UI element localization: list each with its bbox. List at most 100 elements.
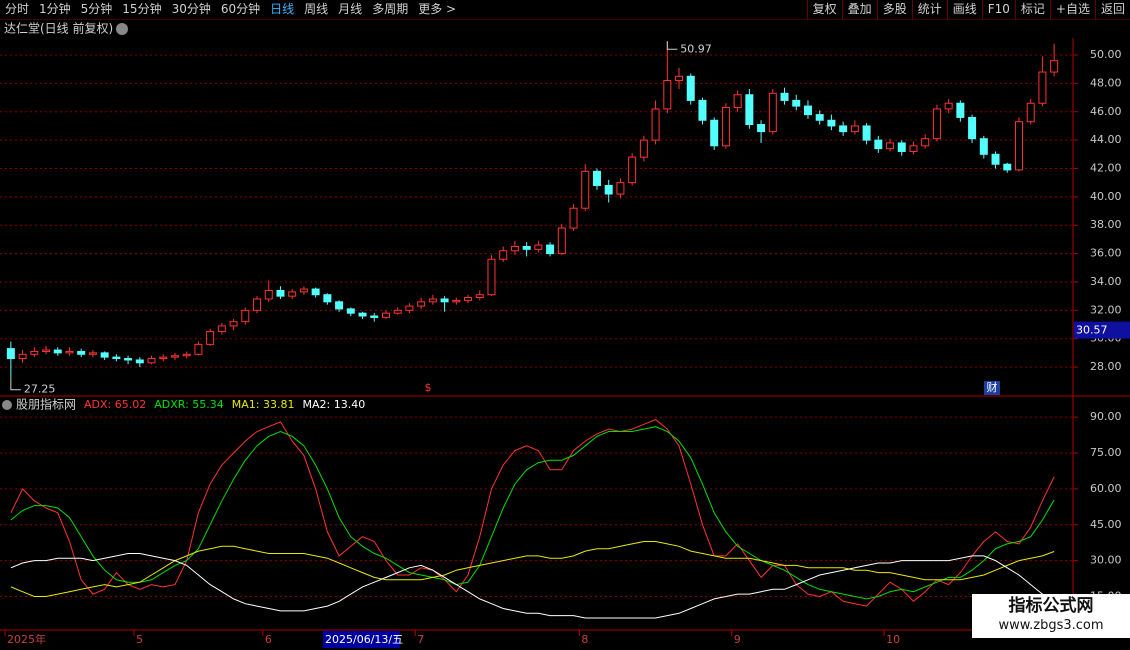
toolbar-button[interactable]: 统计: [911, 0, 947, 19]
toolbar-button[interactable]: F10: [981, 0, 1015, 19]
candle-body: [956, 102, 965, 118]
toolbar-button[interactable]: 周线: [304, 2, 329, 16]
candle-body: [968, 116, 977, 140]
y-tick-label: 60.00: [1090, 482, 1122, 495]
candle-body: [827, 119, 836, 127]
candle-body: [53, 349, 62, 354]
candle-body: [1014, 121, 1023, 171]
candle-body: [299, 288, 308, 293]
candle-body: [6, 348, 15, 360]
toolbar-left: 分时 1分钟 5分钟 15分钟 30分钟 60分钟 日线 周线 月线 多周期 更多 >: [0, 0, 461, 19]
candle-body: [217, 325, 226, 333]
price-label: 30.57: [1076, 324, 1108, 337]
candle-body: [616, 182, 625, 195]
toolbar-button[interactable]: 多周期: [372, 2, 409, 16]
candle-body: [264, 289, 273, 300]
candle-body: [487, 258, 496, 296]
toolbar-button[interactable]: +自选: [1049, 0, 1095, 19]
candle-body: [675, 75, 684, 82]
y-tick-label: 42.00: [1090, 161, 1122, 174]
y-tick-label: 48.00: [1090, 76, 1122, 89]
candle-body: [475, 294, 484, 299]
watermark-url: www.zbgs3.com: [998, 618, 1104, 633]
candle-body: [569, 207, 578, 229]
candle-body: [534, 244, 543, 250]
toolbar-button[interactable]: 30分钟: [171, 2, 211, 16]
watermark-title: 指标公式网: [1008, 596, 1094, 616]
watermark: 指标公式网 www.zbgs3.com: [972, 594, 1130, 638]
toolbar-button[interactable]: 更多 >: [418, 2, 457, 16]
candle-body: [921, 138, 930, 147]
candle-body: [663, 80, 672, 110]
candle-body: [581, 170, 590, 209]
candle-body: [464, 297, 473, 301]
candle-body: [909, 145, 918, 152]
toolbar: 分时 1分钟 5分钟 15分钟 30分钟 60分钟 日线 周线 月线 多周期 更多 > 复权 叠加 多股…: [0, 0, 1130, 20]
legend-entry: ADXR: 55.34: [154, 398, 224, 411]
candle-body: [780, 92, 789, 101]
candle-body: [381, 312, 390, 318]
annotation: 27.25: [24, 383, 56, 396]
candle-body: [886, 142, 895, 150]
y-tick-label: 50.00: [1090, 48, 1122, 61]
candle-body: [721, 106, 730, 147]
legend-entry: MA2: 13.40: [302, 398, 365, 411]
x-tick-label: 10: [886, 633, 900, 646]
annotation-arrow: [10, 377, 21, 391]
candle-body: [557, 227, 566, 255]
toolbar-button[interactable]: 标记: [1014, 0, 1050, 19]
candle-body: [182, 353, 191, 357]
candle-body: [452, 299, 461, 303]
candle-body: [897, 142, 906, 152]
toolbar-button[interactable]: 返回: [1094, 0, 1130, 19]
y-tick-label: 45.00: [1090, 518, 1122, 531]
candle-body: [288, 291, 297, 297]
toolbar-button[interactable]: 日线: [270, 2, 295, 16]
candle-body: [1050, 60, 1059, 73]
cursor-label: 2025/06/13/五: [325, 633, 403, 646]
x-tick-label: 9: [734, 633, 741, 646]
candle-body: [792, 99, 801, 107]
candle-body: [323, 294, 332, 303]
candle-body: [30, 350, 39, 355]
candle-body: [944, 102, 953, 110]
candle-body: [745, 94, 754, 126]
x-tick-label: 2025年: [7, 632, 46, 646]
toolbar-button[interactable]: 复权: [806, 0, 842, 19]
legend: ADX: 65.02 ADXR: 55.34 MA1: 33.81 MA2: 13.4…: [84, 398, 365, 411]
x-tick-label: 5: [136, 633, 143, 646]
candle-body: [850, 125, 859, 133]
toolbar-button[interactable]: 15分钟: [122, 2, 162, 16]
stock-title: 达仁堂(日线 前复权): [4, 21, 113, 36]
x-tick-label: 6: [265, 633, 272, 646]
candle-body: [1003, 163, 1012, 171]
toolbar-button[interactable]: 多股: [876, 0, 912, 19]
indicator-menu[interactable]: [2, 400, 12, 410]
candle-body: [194, 343, 203, 355]
candle-body: [241, 309, 250, 323]
y-tick-label: 75.00: [1090, 446, 1122, 459]
marker: 财: [987, 380, 998, 394]
candle-body: [510, 245, 519, 252]
toolbar-button[interactable]: 5分钟: [80, 2, 113, 16]
indicator-line: [10, 541, 1055, 597]
toolbar-button[interactable]: 分时: [5, 2, 30, 16]
title-menu[interactable]: [116, 23, 128, 35]
candle-body: [124, 358, 133, 361]
toolbar-button[interactable]: 月线: [338, 2, 363, 16]
candle-body: [592, 170, 601, 187]
y-tick-label: 38.00: [1090, 218, 1122, 231]
candle-body: [803, 105, 812, 116]
toolbar-button[interactable]: 1分钟: [39, 2, 71, 16]
indicator-title: 股朋指标网: [16, 397, 76, 412]
toolbar-button[interactable]: 画线: [946, 0, 982, 19]
toolbar-right: 复权 叠加 多股 统计 画线 F10 标记 +自选 返回: [806, 0, 1130, 19]
candle-body: [710, 119, 719, 147]
marker-bg: [984, 381, 1000, 395]
toolbar-button[interactable]: 60分钟: [220, 2, 261, 16]
toolbar-button[interactable]: 叠加: [841, 0, 877, 19]
y-tick-label: 34.00: [1090, 275, 1122, 288]
candle-body: [862, 125, 871, 141]
candle-body: [335, 301, 344, 310]
